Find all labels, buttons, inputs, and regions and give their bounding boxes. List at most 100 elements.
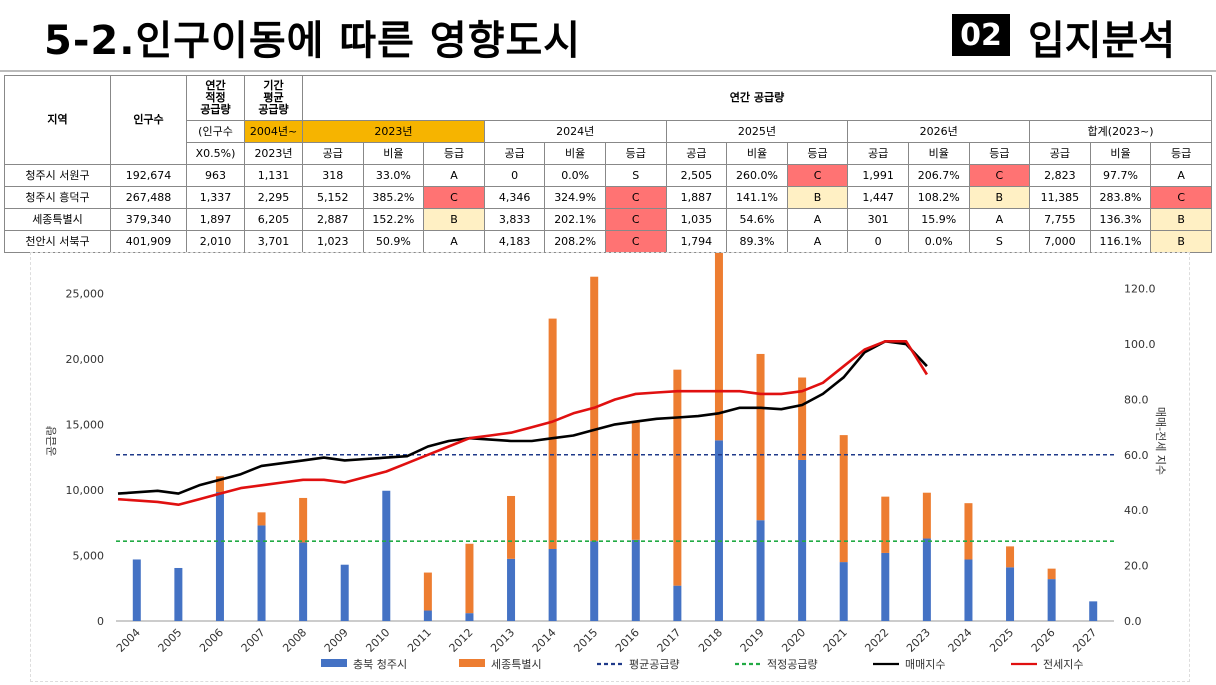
header-sub-4-0: 공급 [1029, 142, 1091, 165]
header-year-0: 2023년 [302, 120, 485, 143]
header-sub-1-0: 공급 [483, 142, 546, 165]
cell-supply: 7,755 [1029, 208, 1091, 231]
cell-grade: C [1150, 186, 1212, 209]
cell-supply: 2,823 [1029, 164, 1091, 187]
cell-supply: 3,833 [483, 208, 546, 231]
legend-label: 평균공급량 [629, 658, 680, 671]
y-right-tick-label: 120.0 [1124, 283, 1156, 296]
bar-cheongju [507, 558, 516, 621]
cell-supply: 11,385 [1029, 186, 1091, 209]
cell-grade: C [604, 186, 667, 209]
x-tick-label: 2004 [114, 626, 143, 655]
cell-grade: A [786, 230, 849, 253]
cell-population: 401,909 [110, 230, 187, 253]
cell-ratio: 385.2% [362, 186, 425, 209]
table-row: 청주시 흥덕구 267,488 1,337 2,295 5,152 385.2% C 4,34… [4, 186, 1212, 209]
x-tick-label: 2006 [197, 626, 226, 655]
bar-cheongju [423, 610, 432, 621]
header-sub-2-2: 등급 [786, 142, 849, 165]
cell-ratio: 33.0% [362, 164, 425, 187]
header-sub-3-0: 공급 [847, 142, 909, 165]
bar-sejong [839, 435, 848, 563]
cell-grade: C [604, 208, 667, 231]
table-row: 천안시 서북구 401,909 2,010 3,701 1,023 50.9% A 4,183… [4, 230, 1212, 253]
legend-swatch [321, 659, 347, 667]
header-year-1: 2024년 [483, 120, 667, 143]
bar-sejong [507, 495, 516, 559]
cell-supply: 1,035 [665, 208, 728, 231]
cell-supply: 2,505 [665, 164, 728, 187]
y-tick-label: 5,000 [73, 550, 105, 563]
cell-ratio: 89.3% [726, 230, 788, 253]
y-right-tick-label: 0.0 [1124, 615, 1142, 628]
bar-cheongju [590, 541, 599, 621]
x-tick-label: 2023 [904, 626, 933, 655]
section-label: 입지분석 [1028, 18, 1176, 64]
cell-ratio: 0.0% [907, 230, 970, 253]
cell-grade: C [423, 186, 485, 209]
cell-grade: B [1150, 208, 1212, 231]
cell-ratio: 206.7% [907, 164, 970, 187]
header-period-sub2: 2023년 [244, 142, 303, 165]
y-right-axis-label: 매매-전세 지수 [1154, 407, 1167, 475]
bar-sejong [423, 572, 432, 611]
section-number-badge: 02 [952, 14, 1010, 56]
cell-ratio: 152.2% [362, 208, 425, 231]
cell-annual: 2,010 [186, 230, 245, 253]
cell-ratio: 283.8% [1089, 186, 1152, 209]
cell-grade: C [968, 164, 1031, 187]
cell-grade: A [786, 208, 849, 231]
bar-sejong [756, 353, 765, 521]
bar-cheongju [465, 613, 474, 621]
table-row: 세종특별시 379,340 1,897 6,205 2,887 152.2% B 3,833 2… [4, 208, 1212, 231]
header-sub-1-1: 비율 [544, 142, 606, 165]
header-sub-3-2: 등급 [968, 142, 1031, 165]
header-period-avg: 기간 평균 공급량 [244, 75, 303, 121]
header-annual-sub2: X0.5%) [186, 142, 245, 165]
header-year-4: 합계(2023~) [1029, 120, 1212, 143]
x-tick-label: 2005 [156, 626, 185, 655]
legend-label: 매매지수 [905, 658, 945, 671]
y-right-tick-label: 80.0 [1124, 393, 1149, 406]
bar-cheongju [1089, 601, 1098, 621]
bar-cheongju [881, 552, 890, 621]
bar-sejong [548, 318, 557, 549]
x-tick-label: 2010 [363, 626, 392, 655]
x-tick-label: 2018 [696, 626, 725, 655]
header-sub-4-2: 등급 [1150, 142, 1212, 165]
y-tick-label: 10,000 [66, 484, 105, 497]
cell-grade: A [423, 230, 485, 253]
x-tick-label: 2026 [1029, 626, 1058, 655]
y-right-tick-label: 40.0 [1124, 504, 1149, 517]
cell-ratio: 260.0% [726, 164, 788, 187]
bar-sejong [465, 543, 474, 614]
cell-supply: 4,183 [483, 230, 546, 253]
cell-supply: 1,447 [847, 186, 909, 209]
y-tick-label: 0 [97, 615, 104, 628]
x-tick-label: 2021 [821, 626, 850, 655]
legend-label: 전세지수 [1043, 658, 1083, 671]
cell-region: 천안시 서북구 [4, 230, 111, 253]
y-axis-label: 공급량 [45, 426, 58, 456]
cell-supply: 1,794 [665, 230, 728, 253]
y-right-tick-label: 60.0 [1124, 449, 1149, 462]
cell-ratio: 97.7% [1089, 164, 1152, 187]
cell-grade: S [968, 230, 1031, 253]
x-tick-label: 2012 [447, 626, 476, 655]
cell-region: 세종특별시 [4, 208, 111, 231]
bar-cheongju [548, 549, 557, 621]
cell-ratio: 0.0% [544, 164, 606, 187]
x-tick-label: 2016 [613, 626, 642, 655]
cell-supply: 1,991 [847, 164, 909, 187]
bar-cheongju [964, 559, 973, 621]
legend-swatch [459, 659, 485, 667]
cell-supply: 0 [847, 230, 909, 253]
cell-region: 청주시 서원구 [4, 164, 111, 187]
cell-supply: 5,152 [302, 186, 364, 209]
bar-cheongju [1006, 567, 1015, 621]
header-sub-1-2: 등급 [604, 142, 667, 165]
cell-population: 192,674 [110, 164, 187, 187]
bar-cheongju [756, 520, 765, 621]
cell-ratio: 324.9% [544, 186, 606, 209]
bar-cheongju [922, 538, 931, 621]
